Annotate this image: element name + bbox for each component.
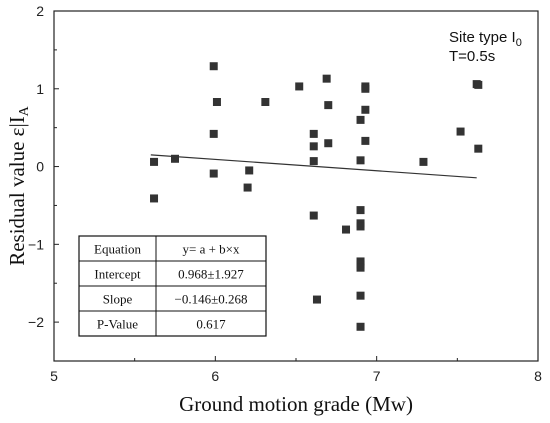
- stats-table-label: Equation: [94, 242, 141, 257]
- data-point: [309, 129, 318, 138]
- x-tick-label: 5: [50, 368, 58, 384]
- data-points: [150, 62, 483, 331]
- data-point: [356, 156, 365, 165]
- data-point: [309, 142, 318, 151]
- data-point: [356, 222, 365, 231]
- data-point: [356, 115, 365, 124]
- y-axis-title: Residual value ε|IA: [5, 105, 32, 265]
- site-type-subscript: 0: [516, 37, 522, 49]
- y-tick-label: −2: [28, 314, 44, 330]
- data-point: [456, 127, 465, 136]
- data-point: [419, 157, 428, 166]
- axis-tick-labels: 5 6 7 8 2 1 0 −1 −2: [28, 3, 542, 384]
- site-type-label: Site type I: [449, 29, 516, 46]
- stats-table-value: 0.968±1.927: [178, 267, 244, 282]
- data-point: [295, 82, 304, 91]
- data-point: [361, 105, 370, 114]
- data-point: [356, 206, 365, 215]
- y-axis-title-main: Residual value ε|I: [5, 116, 29, 265]
- stats-table-label: Intercept: [94, 267, 141, 282]
- data-point: [356, 322, 365, 331]
- data-point: [261, 98, 270, 106]
- fit-line: [150, 154, 477, 179]
- data-point: [361, 84, 370, 93]
- x-tick-label: 8: [534, 368, 542, 384]
- stats-table-label: P-Value: [97, 317, 138, 332]
- stats-table: Equation y= a + b×x Intercept 0.968±1.927 Sl…: [78, 235, 267, 337]
- data-point: [474, 144, 483, 153]
- data-point: [150, 194, 159, 203]
- data-point: [209, 169, 218, 178]
- stats-table-value: y= a + b×x: [182, 242, 240, 257]
- site-type-annotation: Site type I0: [449, 29, 522, 49]
- data-point: [243, 183, 252, 192]
- axis-ticks: [53, 10, 539, 362]
- y-tick-label: 1: [36, 81, 44, 97]
- data-point: [309, 211, 318, 220]
- data-point: [356, 263, 365, 272]
- x-tick-label: 6: [211, 368, 219, 384]
- x-tick-label: 7: [373, 368, 381, 384]
- stats-table-value: 0.617: [196, 317, 226, 332]
- data-point: [309, 157, 318, 166]
- data-point: [312, 295, 321, 304]
- data-point: [322, 74, 331, 83]
- period-annotation: T=0.5s: [449, 48, 495, 65]
- data-point: [209, 62, 218, 71]
- data-point: [324, 101, 333, 110]
- x-axis-title: Ground motion grade (Mw): [179, 392, 413, 416]
- y-tick-label: −1: [28, 236, 44, 252]
- data-point: [474, 80, 483, 89]
- data-point: [150, 157, 159, 166]
- data-point: [212, 98, 221, 106]
- y-tick-label: 0: [36, 159, 44, 175]
- data-point: [361, 136, 370, 145]
- y-tick-label: 2: [36, 3, 44, 19]
- stats-table-value: −0.146±0.268: [175, 292, 248, 307]
- data-point: [342, 225, 351, 234]
- data-point: [209, 129, 218, 138]
- y-axis-title-subscript: A: [17, 105, 32, 116]
- data-point: [171, 154, 179, 163]
- data-point: [324, 139, 333, 148]
- stats-table-label: Slope: [103, 292, 133, 307]
- data-point: [245, 166, 254, 175]
- data-point: [356, 291, 365, 300]
